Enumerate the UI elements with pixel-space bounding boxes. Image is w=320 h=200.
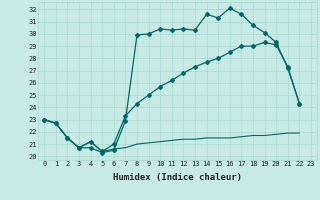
X-axis label: Humidex (Indice chaleur): Humidex (Indice chaleur) xyxy=(113,173,242,182)
